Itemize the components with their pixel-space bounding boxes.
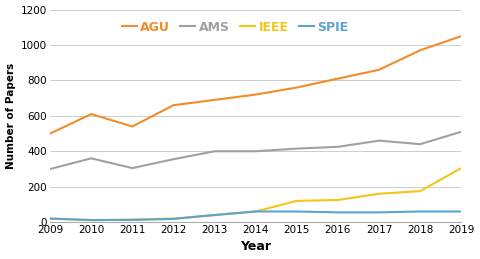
IEEE [294,199,300,203]
SPIE [170,217,176,220]
AMS [458,130,464,133]
AMS [294,147,300,150]
Line: SPIE: SPIE [50,212,461,220]
IEEE [170,217,176,220]
AGU [458,34,464,38]
AMS [253,150,259,153]
SPIE [376,211,382,214]
IEEE [335,198,341,202]
SPIE [417,210,423,213]
SPIE [130,218,135,221]
SPIE [88,218,94,221]
AGU [253,93,259,96]
AMS [130,167,135,170]
SPIE [335,211,341,214]
SPIE [253,210,259,213]
IEEE [47,217,53,220]
AMS [212,150,217,153]
IEEE [130,218,135,221]
AGU [294,86,300,89]
AGU [335,77,341,80]
SPIE [294,210,300,213]
Line: IEEE: IEEE [50,168,461,220]
Line: AMS: AMS [50,132,461,169]
AGU [212,98,217,102]
Line: AGU: AGU [50,36,461,134]
AGU [170,104,176,107]
AMS [88,157,94,160]
IEEE [417,190,423,193]
AGU [88,112,94,116]
AGU [417,49,423,52]
IEEE [212,213,217,217]
AMS [376,139,382,142]
IEEE [458,167,464,170]
IEEE [376,192,382,195]
AGU [47,132,53,135]
IEEE [88,219,94,222]
AMS [335,145,341,148]
AGU [376,68,382,71]
AMS [47,167,53,170]
AMS [417,143,423,146]
Y-axis label: Number of Papers: Number of Papers [6,63,15,169]
AMS [170,158,176,161]
SPIE [212,213,217,217]
IEEE [253,210,259,213]
SPIE [47,217,53,220]
AGU [130,125,135,128]
SPIE [458,210,464,213]
Legend: AGU, AMS, IEEE, SPIE: AGU, AMS, IEEE, SPIE [117,16,354,39]
X-axis label: Year: Year [240,240,271,254]
